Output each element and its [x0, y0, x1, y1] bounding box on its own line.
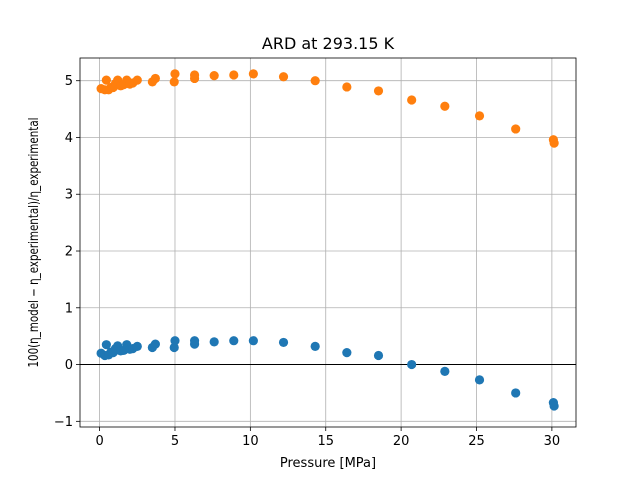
y-tick-label: 4 [65, 131, 73, 146]
data-point [209, 70, 219, 81]
data-point [170, 336, 180, 346]
series-2 [96, 69, 559, 148]
data-point [101, 340, 111, 350]
data-point [169, 77, 179, 87]
y-tick-label: 1 [65, 301, 73, 316]
data-point [373, 350, 384, 361]
data-point [549, 138, 559, 148]
data-point [248, 336, 258, 346]
y-tick-label: −1 [54, 415, 73, 430]
data-point [549, 401, 559, 411]
data-point [440, 366, 450, 376]
data-point [474, 111, 485, 121]
data-point [278, 337, 289, 348]
y-tick-label: 5 [65, 74, 73, 89]
x-axis-title: Pressure [MPa] [280, 456, 376, 471]
data-point [101, 75, 111, 85]
data-point [189, 70, 200, 80]
data-point [132, 341, 142, 351]
data-point [209, 337, 219, 347]
data-point [407, 95, 417, 105]
grid [80, 58, 576, 427]
axes-frame [79, 57, 577, 428]
y-tick-label: 2 [65, 245, 73, 260]
data-point [373, 86, 384, 96]
data-point [278, 72, 289, 82]
data-points [96, 69, 559, 411]
axis-ticks: 0 5 10 15 20 25 30 −1 0 1 2 3 4 5 [54, 74, 560, 449]
data-point [342, 348, 352, 358]
data-point [170, 69, 180, 79]
data-point [310, 341, 320, 351]
data-point [150, 73, 160, 84]
data-point [511, 124, 521, 134]
data-point [132, 75, 142, 85]
x-tick-label: 10 [242, 434, 259, 449]
x-tick-label: 20 [393, 434, 410, 449]
data-point [310, 76, 320, 86]
data-point [407, 359, 417, 370]
data-point [248, 69, 258, 79]
data-point [511, 388, 521, 398]
data-point [229, 70, 239, 80]
data-point [189, 336, 200, 346]
data-point [440, 101, 450, 111]
data-point [229, 336, 239, 346]
y-tick-label: 0 [65, 358, 73, 373]
data-point [342, 82, 352, 92]
y-tick-label: 3 [65, 188, 73, 203]
x-tick-label: 0 [95, 434, 103, 449]
x-tick-label: 5 [171, 434, 179, 449]
chart-title: ARD at 293.15 K [262, 34, 395, 53]
data-point [169, 342, 179, 353]
x-tick-label: 25 [468, 434, 485, 449]
x-tick-label: 30 [544, 434, 561, 449]
data-point [474, 375, 485, 385]
y-axis-title: 100(η_model − η_experimental)/η_experime… [27, 118, 42, 368]
x-tick-label: 15 [317, 434, 334, 449]
series-1 [96, 336, 559, 411]
data-point [150, 339, 160, 349]
